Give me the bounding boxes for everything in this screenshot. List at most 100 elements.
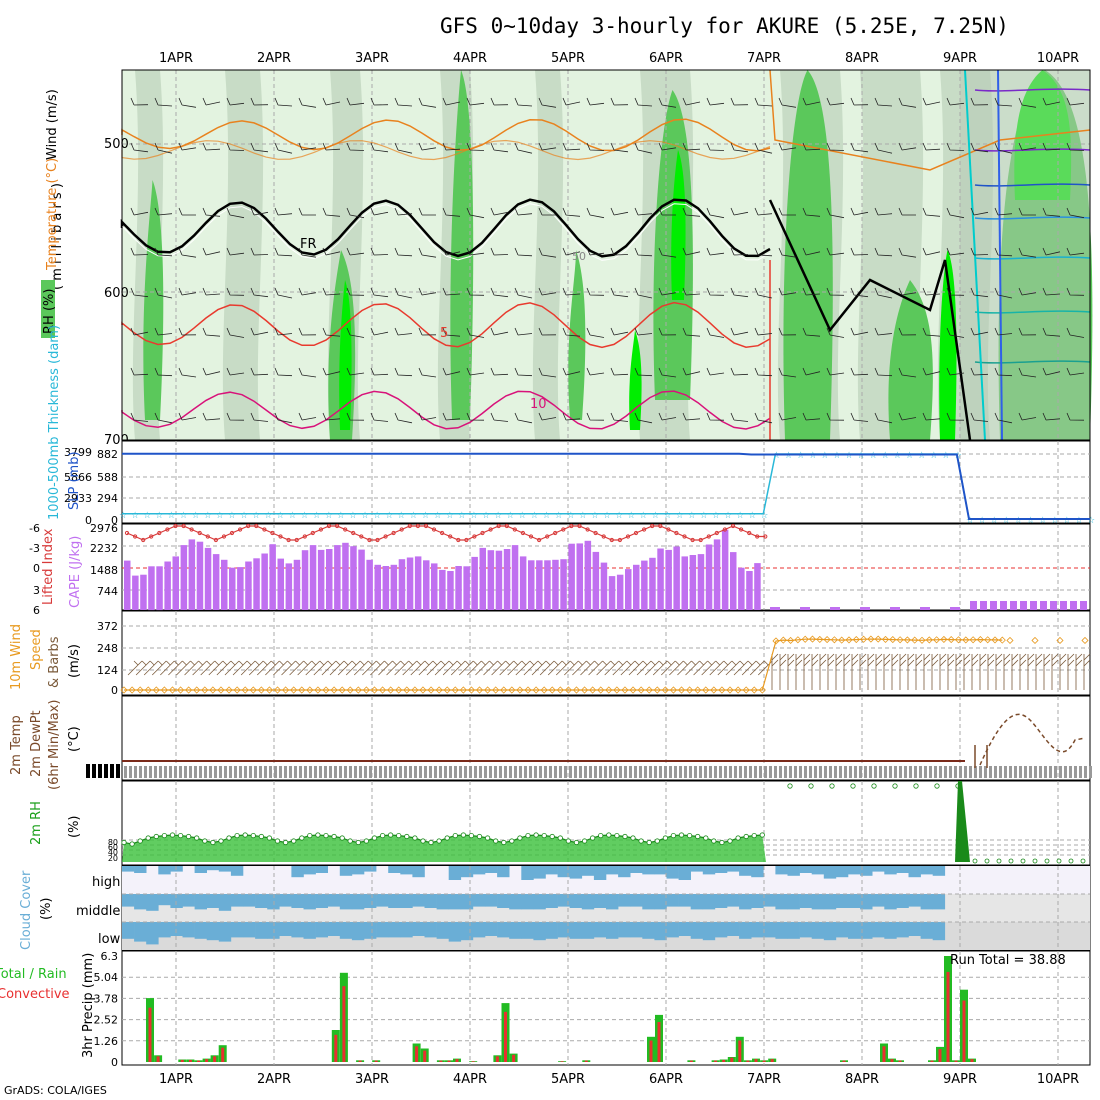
- minmax-bar: [454, 766, 457, 778]
- thickness-marker: ☆: [543, 511, 551, 521]
- rh2m-point: [744, 834, 748, 838]
- minmax-bar: [399, 766, 402, 778]
- cloud-bar: [824, 922, 836, 940]
- minmax-bar: [309, 766, 312, 778]
- minmax-bar: [474, 766, 477, 778]
- cape-bar: [350, 546, 357, 610]
- cape-bar: [375, 565, 382, 610]
- minmax-bar: [419, 766, 422, 778]
- wind10-speed-label: Speed: [29, 629, 44, 670]
- cloud-bar: [909, 922, 921, 936]
- cloud-bar: [727, 922, 739, 936]
- minmax-bar: [244, 766, 247, 778]
- cloud-bar: [146, 894, 158, 911]
- thickness-marker: ☆: [748, 511, 756, 521]
- rh2m-point: [461, 833, 465, 837]
- precip-legend-total: Total / Rain: [0, 967, 67, 982]
- rh2m-point: [704, 836, 708, 840]
- cape-panel: 297622321488744-6-3036 Lifted Index CAPE…: [29, 522, 1090, 617]
- minmax-bar: [434, 766, 437, 778]
- cloud-bar: [449, 922, 461, 942]
- cape-bar: [641, 561, 648, 610]
- thickness-marker: ☆: [337, 511, 345, 521]
- cloud-bar: [231, 922, 243, 937]
- cape-bar: [698, 554, 705, 610]
- thickness-marker: ☆: [494, 511, 502, 521]
- minmax-bar: [439, 766, 442, 778]
- cloud-bar: [872, 866, 884, 872]
- cloud-bar: [546, 866, 558, 874]
- cape-bar: [706, 545, 713, 611]
- cape-bar: [431, 563, 438, 610]
- cloud-bar: [703, 894, 715, 909]
- precip-conv-bar: [359, 1061, 362, 1062]
- cloud-bar: [788, 866, 800, 876]
- cape-bar: [830, 607, 840, 610]
- minmax-bar: [879, 766, 882, 778]
- thickness-marker: ☆: [555, 511, 563, 521]
- minmax-bar: [179, 766, 182, 778]
- rh2m-label: 2m RH: [29, 801, 44, 845]
- precip-conv-bar: [205, 1059, 208, 1062]
- cloud-bar: [921, 894, 933, 909]
- cloud-bar: [848, 922, 860, 939]
- minmax-bar: [939, 766, 942, 778]
- minmax-bar: [289, 766, 292, 778]
- minmax-bar: [684, 766, 687, 778]
- cape-bar: [334, 545, 341, 610]
- minmax-bar: [909, 766, 912, 778]
- thickness-marker: ☆: [906, 451, 914, 461]
- slp-label: SLP (mb): [67, 451, 82, 510]
- precip-conv-bar: [334, 1035, 337, 1062]
- cloud-bar: [606, 922, 618, 939]
- minmax-bar: [554, 766, 557, 778]
- cloud-bar: [195, 866, 207, 873]
- cloud-bar: [642, 866, 654, 874]
- precip-conv-bar: [585, 1061, 588, 1062]
- thickness-marker: ☆: [676, 511, 684, 521]
- cloud-bar: [570, 866, 582, 879]
- minmax-bar: [719, 766, 722, 778]
- cloud-bar: [521, 894, 533, 909]
- cloud-bar: [812, 922, 824, 939]
- minmax-bar: [209, 766, 212, 778]
- cape-bar: [649, 558, 656, 610]
- footer-credit: GrADS: COLA/IGES: [4, 1084, 107, 1097]
- minmax-bar: [609, 766, 612, 778]
- rh2m-point: [639, 839, 643, 843]
- cloud-bar: [691, 922, 703, 939]
- cloud-panel: high middle low Cloud Cover (%): [19, 866, 1090, 950]
- minmax-bar: [116, 764, 120, 778]
- cloud-bar: [328, 894, 340, 907]
- minmax-bar: [189, 766, 192, 778]
- temp-contour-label-10: 10: [530, 397, 547, 412]
- rh2m-point: [558, 836, 562, 840]
- thickness-marker: ☆: [373, 511, 381, 521]
- thickness-marker: ☆: [639, 511, 647, 521]
- cape-bar: [132, 576, 139, 610]
- cloud-bar: [400, 922, 412, 937]
- rh2m-point: [494, 839, 498, 843]
- cape-bar: [1020, 601, 1027, 610]
- minmax-bar: [304, 766, 307, 778]
- cape-bar: [261, 554, 268, 611]
- minmax-bar: [199, 766, 202, 778]
- wind10-unit: (m/s): [67, 644, 82, 678]
- rh2m-point: [893, 784, 897, 788]
- cloud-unit: (%): [39, 898, 54, 921]
- precip-conv-bar: [690, 1061, 693, 1062]
- top-day-label: 9APR: [943, 51, 977, 66]
- cloud-bar: [594, 866, 606, 880]
- minmax-bar: [324, 766, 327, 778]
- rh2m-point: [1033, 859, 1037, 863]
- rh2m-point: [178, 833, 182, 837]
- cloud-bar: [497, 894, 509, 908]
- rh2m-point: [138, 839, 142, 843]
- cloud-bar: [412, 894, 424, 907]
- minmax-bar: [219, 766, 222, 778]
- cape-bar: [682, 556, 689, 610]
- thickness-marker: ☆: [288, 511, 296, 521]
- cape-bar: [1040, 601, 1047, 610]
- minmax-bar: [234, 766, 237, 778]
- minmax-bar: [1034, 766, 1037, 778]
